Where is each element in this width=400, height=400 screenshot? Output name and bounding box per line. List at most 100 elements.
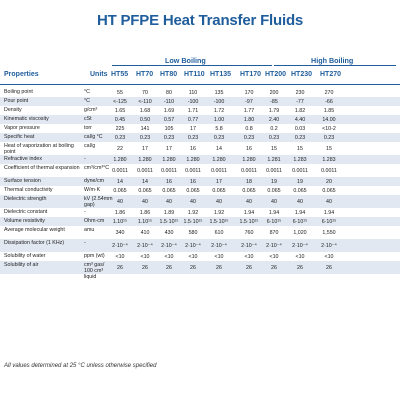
header-grade: HT170 <box>240 71 262 78</box>
value-cell: 14 <box>216 146 222 152</box>
value-cell: 0.065 <box>113 188 127 194</box>
value-cell: <10 <box>295 254 305 260</box>
value-cell: 1.280 <box>186 157 200 163</box>
value-cell: 0.23 <box>114 135 126 141</box>
table-row: Dielectric constant - 1.86 1.86 1.89 1.92 1.92… <box>0 208 400 217</box>
value-cell: 200 <box>269 90 279 96</box>
value-cell: 0.065 <box>162 188 176 194</box>
property-label: Density <box>4 107 22 113</box>
value-cell: <10 <box>164 254 174 260</box>
value-cell: 760 <box>244 230 254 236</box>
value-cell: 2·10⁻⁴ <box>185 243 201 249</box>
unit-label: torr <box>84 125 92 131</box>
table-row: Solubility of water ppm (wt) <10 <10 <10 <10 <… <box>0 252 400 261</box>
value-cell: 17 <box>190 126 196 132</box>
value-cell: 1.5·10¹⁵ <box>209 219 229 225</box>
value-cell: 1.65 <box>114 108 126 114</box>
table-row: Specific heat cal/g °C 0.23 0.23 0.23 0.23 0.2… <box>0 133 400 142</box>
value-cell: 0.23 <box>163 135 175 141</box>
value-cell: 0.0011 <box>241 168 257 174</box>
value-cell: 1.77 <box>243 108 255 114</box>
property-label: Surface tension <box>4 178 41 184</box>
value-cell: 0.0011 <box>137 168 153 174</box>
value-cell: 26 <box>190 265 196 271</box>
value-cell: 1.94 <box>243 210 255 216</box>
value-cell: 1.281 <box>267 157 281 163</box>
value-cell: 40 <box>190 199 196 205</box>
value-cell: 0.065 <box>138 188 152 194</box>
value-cell: 0.57 <box>163 117 175 123</box>
value-cell: 2·10⁻⁴ <box>137 243 153 249</box>
unit-label: dyne/cm <box>84 178 105 184</box>
value-cell: 6·10¹⁵ <box>266 219 282 225</box>
group-high-boiling: High Boiling <box>311 56 354 65</box>
value-cell: 340 <box>115 230 125 236</box>
table-row: Density g/cm³ 1.65 1.68 1.69 1.71 1.72 1.77 1.79… <box>0 106 400 115</box>
value-cell: 270 <box>324 90 334 96</box>
unit-label: - <box>84 240 86 246</box>
value-cell: 0.065 <box>267 188 281 194</box>
value-cell: 5.8 <box>215 126 223 132</box>
unit-label: kV (2.54mm gap) <box>84 196 113 208</box>
group-high-underline <box>274 65 396 66</box>
table-row: Solubility of air cm³ gas/ 100 cm³ liquid… <box>0 261 400 280</box>
value-cell: -100 <box>187 99 199 105</box>
value-cell: 80 <box>166 90 172 96</box>
table-header: Properties Units HT55 HT70 HT80 HT110 HT135 H… <box>0 71 400 83</box>
value-cell: 0.77 <box>187 117 199 123</box>
value-cell: <10 <box>269 254 279 260</box>
value-cell: 141 <box>140 126 150 132</box>
value-cell: 1.5·10¹⁵ <box>159 219 179 225</box>
value-cell: 1.5·10¹⁵ <box>239 219 259 225</box>
value-cell: 0.2 <box>270 126 278 132</box>
value-cell: -66 <box>325 99 333 105</box>
unit-label: - <box>84 209 86 215</box>
unit-label: cm³ gas/ 100 cm³ liquid <box>84 262 105 280</box>
value-cell: 0.23 <box>294 135 306 141</box>
property-label: Vapor pressure <box>4 125 40 131</box>
table-row: Vapor pressure torr 225 141 105 17 5.8 0.8 0.2 0.… <box>0 124 400 133</box>
value-cell: 20 <box>326 179 332 185</box>
property-label: Average molecular weight <box>4 227 65 233</box>
value-cell: 110 <box>188 90 198 96</box>
value-cell: 4.40 <box>294 117 306 123</box>
property-label: Dielectric strength <box>4 196 47 202</box>
value-cell: 26 <box>166 265 172 271</box>
value-cell: 1.10¹⁵ <box>112 219 128 225</box>
value-cell: <10 <box>140 254 150 260</box>
value-cell: <10-2 <box>322 126 336 132</box>
unit-label: cSt <box>84 116 92 122</box>
property-label: Specific heat <box>4 134 35 140</box>
value-cell: 1.68 <box>139 108 151 114</box>
header-grade: HT230 <box>291 71 313 78</box>
value-cell: 40 <box>166 199 172 205</box>
value-cell: 105 <box>164 126 174 132</box>
property-label: Dielectric constant <box>4 209 48 215</box>
unit-label: - <box>84 156 86 162</box>
value-cell: 26 <box>216 265 222 271</box>
value-cell: 2·10⁻⁴ <box>321 243 337 249</box>
group-low-boiling: Low Boiling <box>165 56 206 65</box>
value-cell: -85 <box>270 99 278 105</box>
value-cell: 16 <box>190 179 196 185</box>
value-cell: 1.71 <box>187 108 199 114</box>
value-cell: 15 <box>326 146 332 152</box>
value-cell: 0.23 <box>139 135 151 141</box>
value-cell: 16 <box>166 179 172 185</box>
header-grade: HT200 <box>265 71 287 78</box>
value-cell: 40 <box>216 199 222 205</box>
value-cell: 1.280 <box>212 157 226 163</box>
value-cell: 18 <box>246 179 252 185</box>
unit-label: ppm (wt) <box>84 253 105 259</box>
value-cell: 1.92 <box>213 210 225 216</box>
value-cell: 0.0011 <box>185 168 201 174</box>
table-row: Surface tension dyne/cm 14 14 16 16 17 18 19 19 20 <box>0 177 400 186</box>
value-cell: <10 <box>115 254 125 260</box>
header-properties: Properties <box>4 71 39 78</box>
value-cell: 170 <box>244 90 254 96</box>
value-cell: 2·10⁻⁴ <box>292 243 308 249</box>
page-title: HT PFPE Heat Transfer Fluids <box>96 12 304 29</box>
value-cell: 2·10⁻⁴ <box>266 243 282 249</box>
value-cell: 17 <box>142 146 148 152</box>
value-cell: 1.89 <box>163 210 175 216</box>
